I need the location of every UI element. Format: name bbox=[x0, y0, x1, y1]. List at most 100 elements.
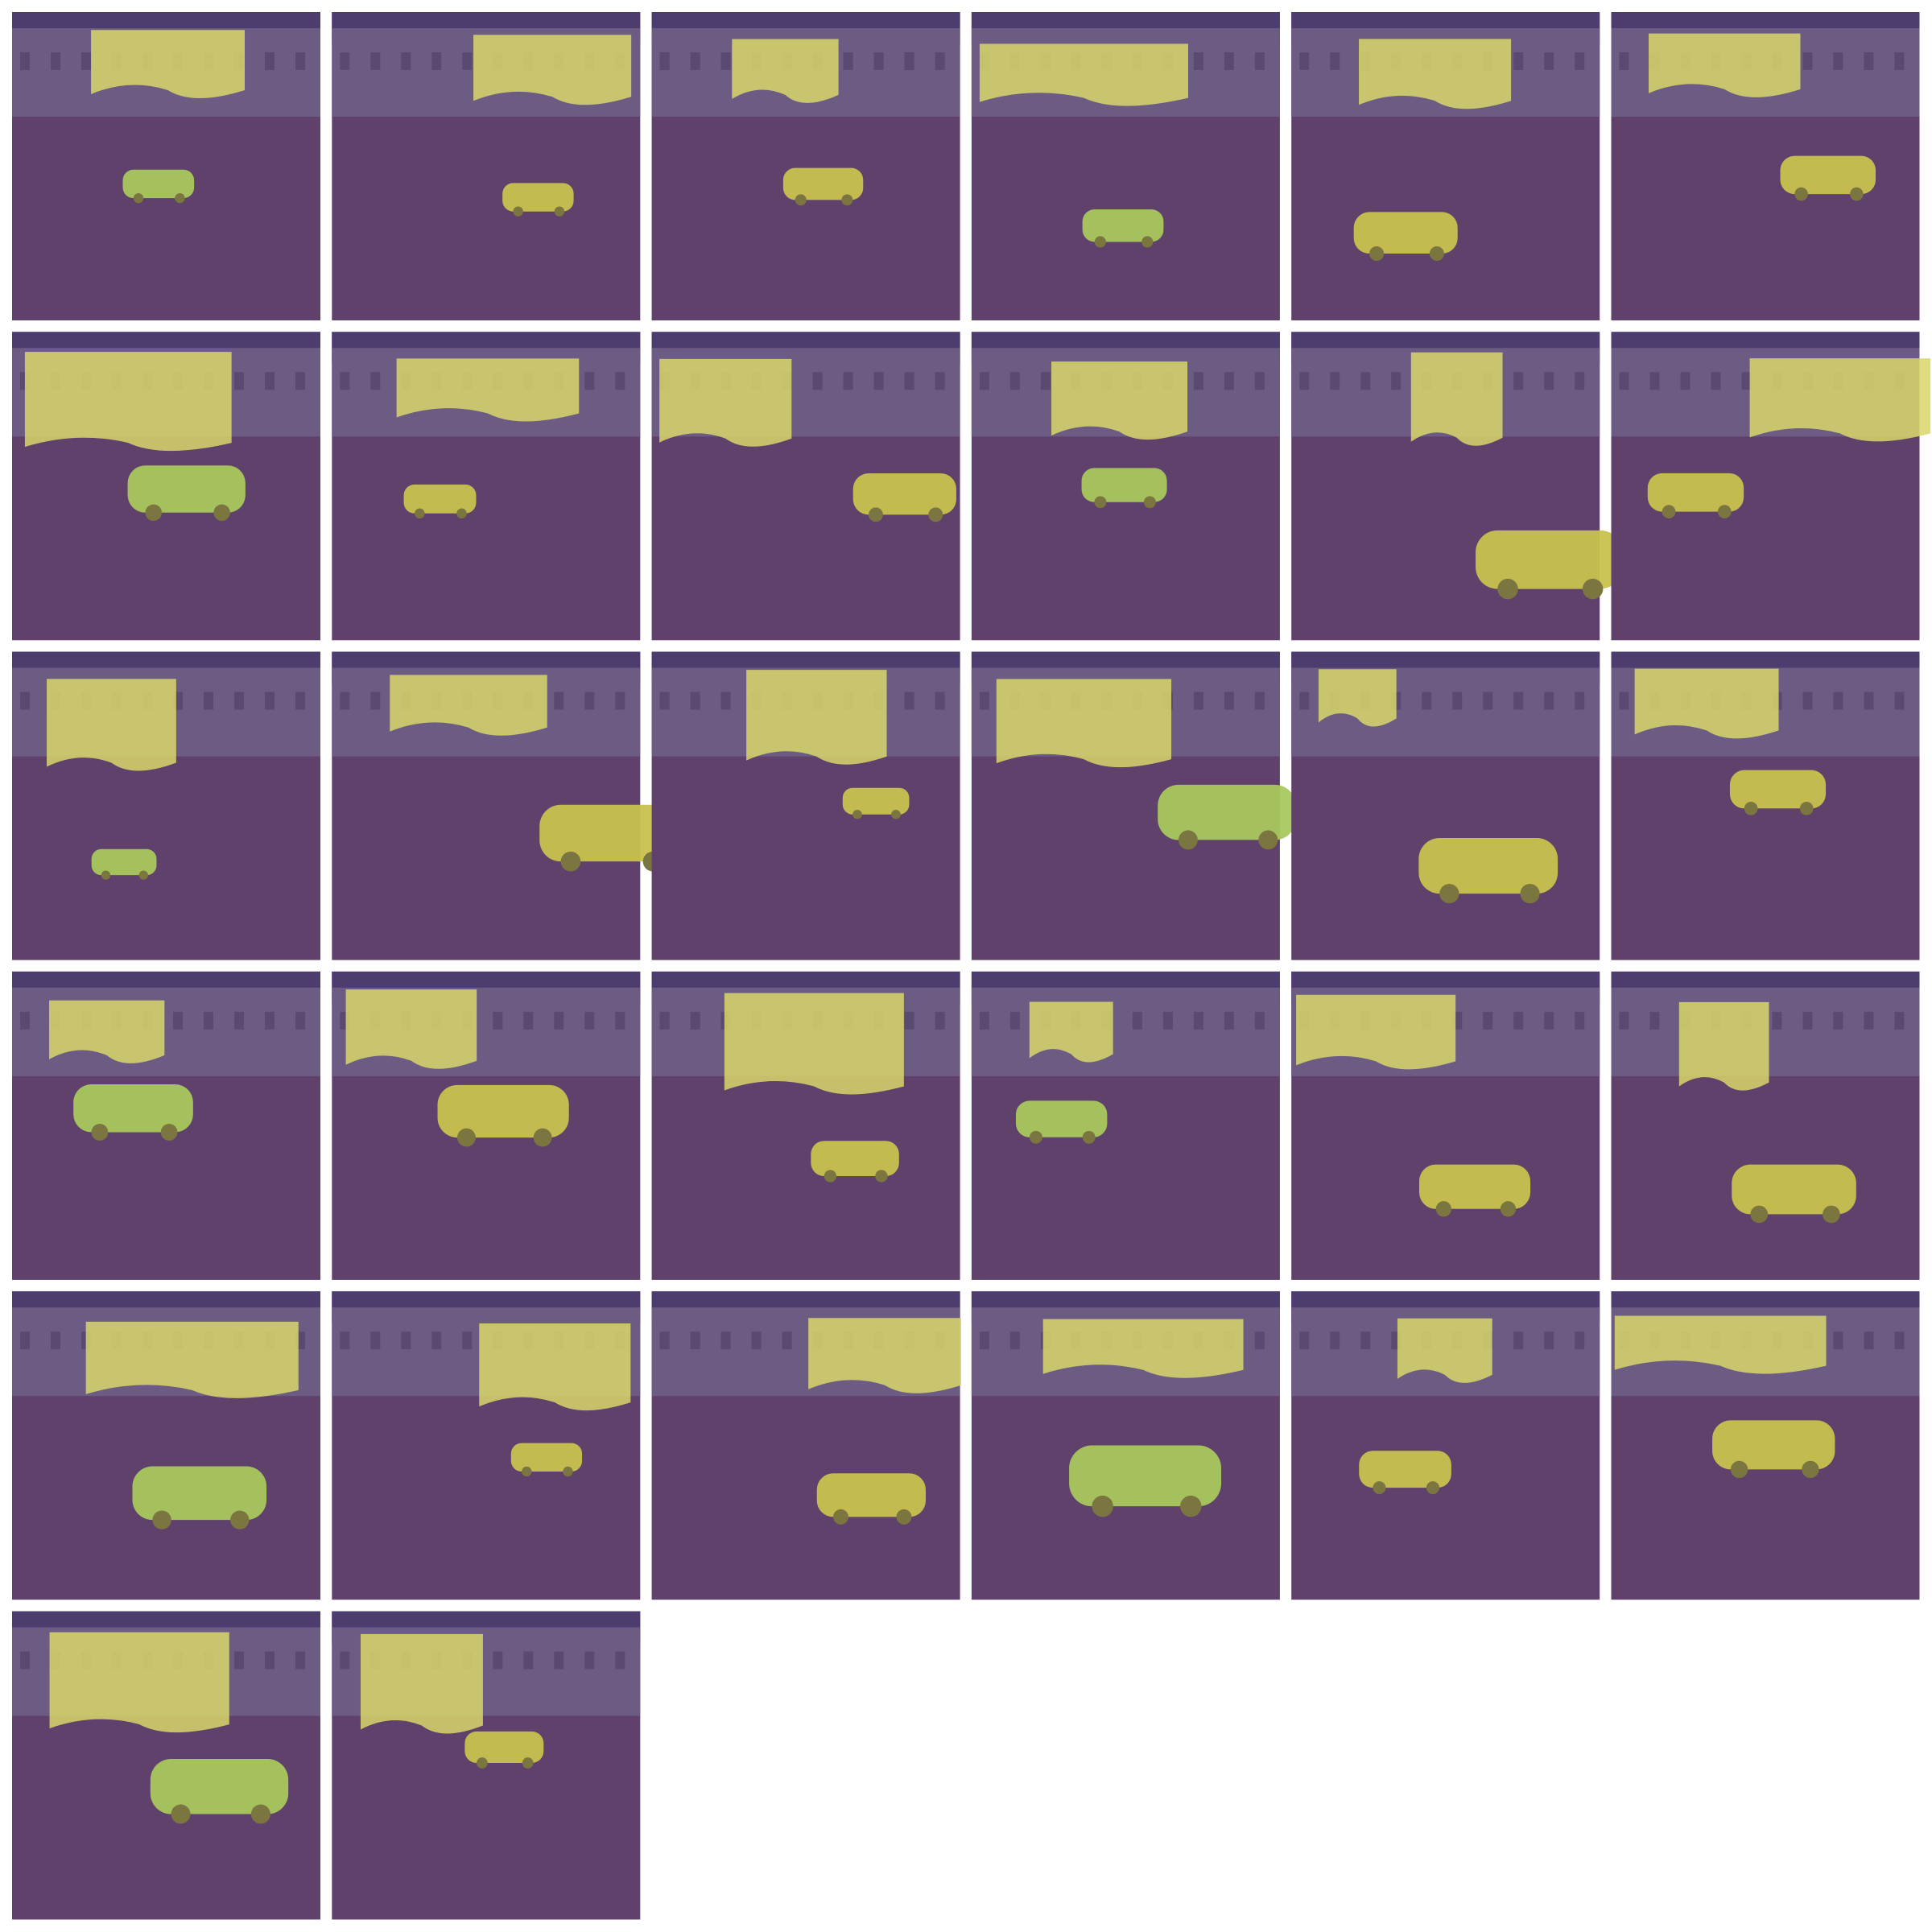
car-mask bbox=[1418, 837, 1558, 894]
panel bbox=[332, 332, 641, 641]
mask-region bbox=[345, 989, 477, 1069]
window bbox=[1649, 1011, 1660, 1030]
window bbox=[462, 52, 473, 70]
wheel bbox=[1082, 1130, 1096, 1144]
wheel bbox=[868, 507, 883, 522]
car-mask bbox=[502, 183, 574, 212]
window bbox=[20, 691, 30, 710]
wheel bbox=[554, 206, 565, 217]
car-mask bbox=[1082, 209, 1164, 242]
window bbox=[1360, 1331, 1371, 1350]
wheel bbox=[138, 870, 148, 880]
window bbox=[1802, 691, 1813, 710]
car-mask bbox=[122, 169, 195, 199]
window bbox=[234, 1651, 244, 1670]
car-mask bbox=[91, 848, 157, 876]
panel bbox=[1291, 332, 1622, 641]
window bbox=[615, 691, 625, 710]
window bbox=[81, 52, 91, 70]
window bbox=[690, 691, 700, 710]
window bbox=[1422, 691, 1432, 710]
wheel bbox=[171, 1804, 191, 1824]
wheel bbox=[875, 1170, 888, 1183]
mask-region bbox=[1318, 669, 1397, 727]
wheel bbox=[795, 194, 807, 206]
panel bbox=[1611, 12, 1920, 320]
window bbox=[1483, 1011, 1493, 1030]
window bbox=[1513, 1011, 1524, 1030]
window bbox=[1224, 372, 1234, 390]
window bbox=[1680, 372, 1690, 390]
mask-region bbox=[479, 1323, 631, 1411]
wheel bbox=[456, 508, 467, 519]
window bbox=[720, 691, 731, 710]
window bbox=[1360, 372, 1371, 390]
window bbox=[340, 1651, 350, 1670]
car-mask bbox=[1712, 1420, 1835, 1470]
panel bbox=[332, 971, 641, 1280]
car-mask bbox=[811, 1141, 899, 1176]
car-mask bbox=[1015, 1100, 1108, 1137]
panel bbox=[12, 332, 320, 641]
window bbox=[1299, 52, 1310, 70]
window bbox=[1894, 691, 1905, 710]
panel bbox=[1291, 12, 1600, 320]
wheel bbox=[1497, 578, 1518, 600]
mask-region bbox=[1051, 361, 1188, 440]
window bbox=[295, 52, 305, 70]
window bbox=[431, 1331, 442, 1350]
car-mask bbox=[816, 1473, 926, 1517]
window bbox=[979, 372, 989, 390]
car-mask bbox=[510, 1443, 583, 1472]
wheel bbox=[415, 508, 425, 519]
panel bbox=[332, 1291, 641, 1600]
wheel bbox=[1520, 883, 1540, 904]
window bbox=[370, 691, 381, 710]
wheel bbox=[1850, 187, 1864, 201]
window bbox=[554, 1011, 564, 1030]
wheel bbox=[230, 1510, 250, 1530]
mask-region bbox=[724, 993, 904, 1095]
window bbox=[1864, 1011, 1874, 1030]
panel bbox=[12, 1611, 320, 1920]
window bbox=[615, 1011, 625, 1030]
window bbox=[1833, 1331, 1843, 1350]
panel bbox=[651, 332, 960, 641]
window bbox=[1299, 691, 1310, 710]
window bbox=[1452, 691, 1463, 710]
window bbox=[1193, 1011, 1203, 1030]
window bbox=[1833, 691, 1843, 710]
window bbox=[1009, 1011, 1020, 1030]
car-mask bbox=[539, 804, 682, 862]
car-mask bbox=[437, 1084, 569, 1138]
window bbox=[1894, 1331, 1905, 1350]
wheel bbox=[1717, 505, 1732, 518]
wheel bbox=[152, 1510, 171, 1530]
window bbox=[584, 1651, 595, 1670]
window bbox=[659, 1331, 670, 1350]
panel bbox=[971, 12, 1280, 320]
wheel bbox=[1500, 1201, 1517, 1217]
window bbox=[234, 1011, 244, 1030]
window bbox=[1330, 52, 1340, 70]
window bbox=[843, 372, 853, 390]
window bbox=[1132, 1011, 1142, 1030]
mask-region bbox=[49, 1000, 165, 1063]
window bbox=[720, 1331, 731, 1350]
panel bbox=[1611, 651, 1920, 960]
window bbox=[1544, 1331, 1554, 1350]
window bbox=[1772, 1011, 1782, 1030]
window bbox=[782, 1331, 792, 1350]
wheel bbox=[824, 1170, 837, 1183]
panel bbox=[971, 971, 1280, 1280]
panel bbox=[332, 651, 682, 960]
window bbox=[554, 1651, 564, 1670]
window bbox=[584, 372, 595, 390]
wheel bbox=[1744, 801, 1758, 815]
window bbox=[51, 52, 60, 70]
window bbox=[401, 1331, 411, 1350]
window bbox=[1802, 1011, 1813, 1030]
wheel bbox=[1029, 1130, 1042, 1144]
car-mask bbox=[1158, 784, 1296, 840]
window bbox=[843, 52, 853, 70]
